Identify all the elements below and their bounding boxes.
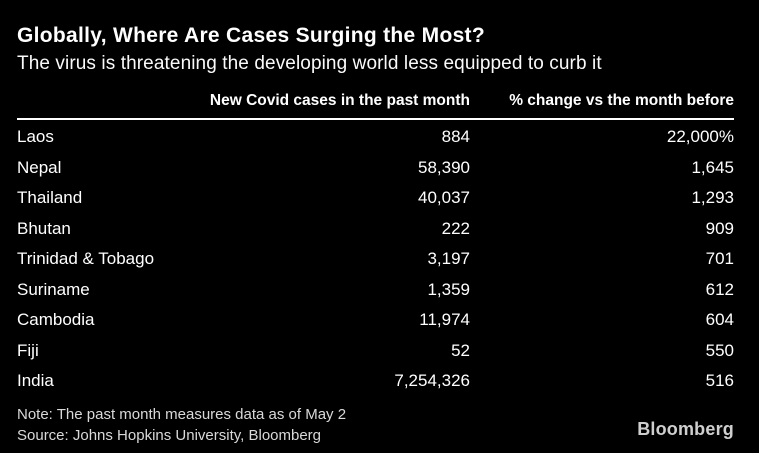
table-row: Trinidad & Tobago 3,197 701: [17, 244, 734, 275]
pct-change-value: 1,645: [691, 157, 734, 177]
table-row: Laos 884 22,000%: [17, 122, 734, 153]
table-row: Thailand 40,037 1,293: [17, 183, 734, 214]
country-label: India: [17, 371, 54, 391]
table-row: Nepal 58,390 1,645: [17, 153, 734, 184]
table-row: Bhutan 222 909: [17, 214, 734, 245]
chart-footer: Note: The past month measures data as of…: [17, 404, 734, 446]
pct-change-value: 516: [705, 371, 734, 391]
new-cases-value: 7,254,326: [394, 371, 470, 391]
country-label: Laos: [17, 127, 54, 147]
table-header-row: New Covid cases in the past month % chan…: [17, 92, 734, 110]
country-label: Trinidad & Tobago: [17, 249, 155, 269]
pct-change-value: 1,293: [691, 188, 734, 208]
table-row: Fiji 52 550: [17, 336, 734, 367]
country-label: Suriname: [17, 279, 90, 299]
new-cases-value: 1,359: [427, 279, 470, 299]
chart-source: Source: Johns Hopkins University, Bloomb…: [17, 426, 322, 444]
table-body: Laos 884 22,000% Nepal 58,390 1,645 Thailand 40…: [17, 122, 734, 397]
pct-change-value: 22,000%: [666, 127, 734, 147]
pct-change-value: 701: [705, 249, 734, 269]
country-label: Nepal: [17, 157, 62, 177]
pct-change-value: 550: [705, 340, 734, 360]
new-cases-value: 40,037: [418, 188, 470, 208]
country-label: Bhutan: [17, 218, 71, 238]
new-cases-value: 3,197: [427, 249, 470, 269]
country-label: Fiji: [17, 340, 39, 360]
new-cases-value: 52: [451, 340, 470, 360]
pct-change-value: 909: [705, 218, 734, 238]
table-header-divider: [17, 118, 734, 121]
chart-notes: Note: The past month measures data as of…: [17, 404, 346, 446]
country-label: Cambodia: [17, 310, 95, 330]
new-cases-value: 222: [441, 218, 470, 238]
new-cases-value: 884: [441, 127, 470, 147]
table-row: India 7,254,326 516: [17, 366, 734, 397]
country-label: Thailand: [17, 188, 83, 208]
table-row: Suriname 1,359 612: [17, 275, 734, 306]
pct-change-value: 604: [705, 310, 734, 330]
bloomberg-logo: Bloomberg: [637, 418, 734, 439]
pct-change-value: 612: [705, 279, 734, 299]
chart-note: Note: The past month measures data as of…: [17, 405, 347, 423]
column-header-new-cases: New Covid cases in the past month: [209, 92, 470, 110]
column-header-pct-change: % change vs the month before: [509, 92, 734, 110]
chart-subtitle: The virus is threatening the developing …: [17, 53, 602, 75]
new-cases-value: 11,974: [419, 310, 470, 330]
chart-title: Globally, Where Are Cases Surging the Mo…: [17, 24, 485, 47]
new-cases-value: 58,390: [418, 157, 470, 177]
table-row: Cambodia 11,974 604: [17, 305, 734, 336]
